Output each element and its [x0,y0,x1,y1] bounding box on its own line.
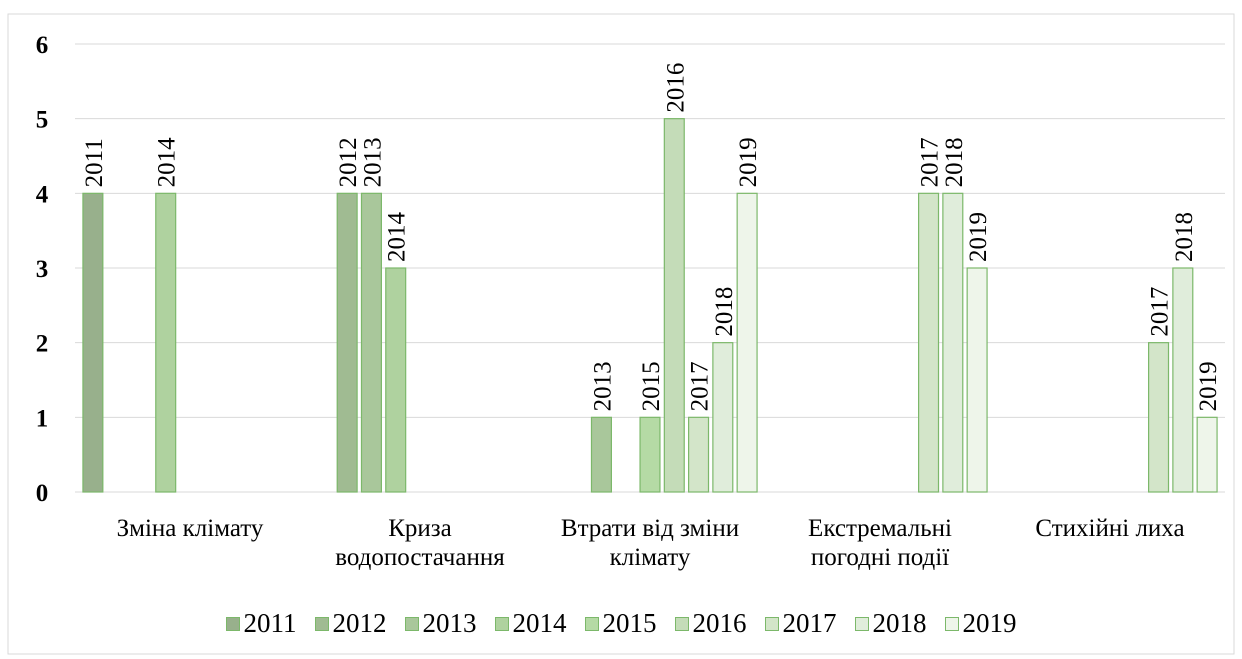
legend-label: 2017 [782,608,837,638]
x-tick-label: Криза водопостачання [335,515,505,571]
bar [590,416,612,493]
legend-swatch [764,616,779,631]
bar [360,192,382,493]
legend-swatch [854,616,869,631]
legend-item: 2018 [854,608,927,639]
data-label: 2015 [638,361,665,411]
bar [639,416,661,493]
data-label: 2011 [81,138,108,187]
bar [336,192,358,493]
x-tick-label: Зміна клімату [116,515,264,542]
bar [942,192,964,493]
legend-swatch [494,616,509,631]
data-label: 2019 [735,137,762,187]
legend-swatch [944,616,959,631]
data-label: 2014 [384,212,411,263]
legend-label: 2019 [962,608,1017,638]
legend-label: 2014 [512,608,567,638]
data-label: 2018 [941,137,968,187]
legend-swatch [584,616,599,631]
bar [82,192,104,493]
legend-label: 2013 [422,608,477,638]
data-label: 2013 [589,361,616,411]
y-tick-label: 3 [36,256,49,283]
bar [688,416,710,493]
bar [712,342,734,493]
data-label: 2013 [359,137,386,187]
legend-item: 2013 [404,608,477,639]
bar [155,192,177,493]
legend: 2011 2012 2013 2014 2015 2016 2017 2018 2019 [0,608,1242,639]
data-label: 2017 [687,361,714,411]
legend-item: 2019 [944,608,1017,639]
legend-label: 2018 [872,608,927,638]
data-label: 2012 [335,137,362,187]
y-tick-label: 5 [36,107,49,134]
legend-swatch [225,616,240,631]
chart-border [7,13,1235,655]
legend-label: 2015 [602,608,657,638]
y-tick-label: 2 [36,331,49,358]
x-tick-label: Екстремальні погодні події [808,515,952,571]
legend-item: 2014 [494,608,567,639]
data-label: 2019 [965,212,992,262]
legend-label: 2016 [692,608,747,638]
legend-item: 2011 [225,608,297,639]
legend-swatch [314,616,329,631]
data-label: 2018 [711,287,738,337]
legend-label: 2011 [243,608,297,638]
bar [1196,416,1218,493]
legend-item: 2015 [584,608,657,639]
legend-swatch [404,616,419,631]
data-label: 2014 [154,137,181,188]
data-label: 2019 [1195,361,1222,411]
y-tick-label: 1 [36,405,49,432]
bar [1148,342,1170,493]
legend-item: 2017 [764,608,837,639]
bar [663,118,685,493]
bar [1172,267,1194,493]
legend-item: 2016 [674,608,747,639]
data-label: 2018 [1171,212,1198,262]
bar [966,267,988,493]
bar [918,192,940,493]
x-tick-label: Втрати від зміни клімату [560,515,740,571]
legend-swatch [674,616,689,631]
y-tick-label: 4 [36,181,49,208]
bar [385,267,407,493]
data-label: 2016 [662,63,689,113]
data-label: 2017 [917,137,944,187]
legend-item: 2012 [314,608,387,639]
y-tick-label: 6 [36,32,49,59]
bar [736,192,758,493]
data-label: 2017 [1147,287,1174,337]
y-tick-label: 0 [36,480,49,507]
legend-label: 2012 [332,608,387,638]
x-tick-label: Стихійні лиха [1035,515,1185,542]
